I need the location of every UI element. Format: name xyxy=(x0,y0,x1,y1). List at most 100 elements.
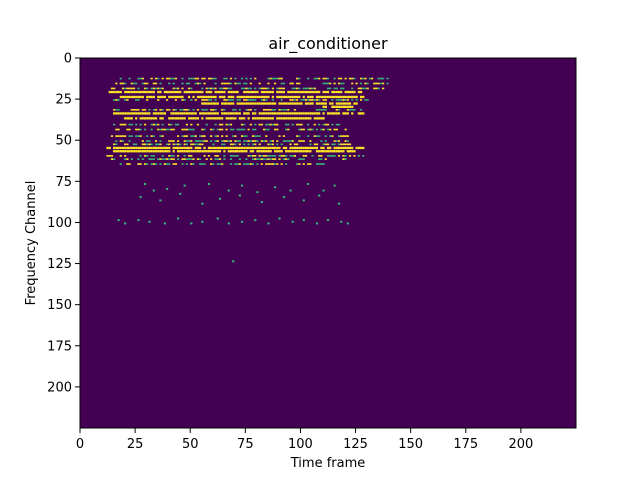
heatmap-cell xyxy=(225,82,228,85)
heatmap-cell xyxy=(311,112,314,115)
heatmap-cell xyxy=(238,150,241,153)
heatmap-cell xyxy=(267,87,270,90)
heatmap-cell xyxy=(265,150,268,153)
heatmap-cell xyxy=(333,112,336,115)
heatmap-cell xyxy=(236,90,239,94)
heatmap-cell xyxy=(117,99,120,101)
heatmap-cell xyxy=(307,117,310,120)
heatmap-cell xyxy=(203,163,206,165)
heatmap-cell xyxy=(181,117,184,120)
heatmap-cell xyxy=(229,123,233,126)
heatmap-cell xyxy=(245,140,248,142)
heatmap-cell xyxy=(108,155,111,157)
heatmap-cell xyxy=(201,143,204,146)
heatmap-cell xyxy=(119,123,122,126)
heatmap-cell xyxy=(174,163,177,165)
heatmap-cell xyxy=(170,117,173,120)
scatter-cell xyxy=(179,192,182,195)
heatmap-cell xyxy=(298,140,301,142)
heatmap-cell xyxy=(276,77,279,80)
heatmap-cell xyxy=(214,140,217,142)
heatmap-cell xyxy=(190,90,193,94)
heatmap-cell xyxy=(300,150,303,153)
heatmap-cell xyxy=(269,108,272,111)
heatmap-cell xyxy=(181,87,184,90)
heatmap-cell xyxy=(271,158,274,160)
heatmap-cell xyxy=(337,112,341,115)
heatmap-cell xyxy=(269,158,272,160)
scatter-cell xyxy=(238,194,241,197)
heatmap-cell xyxy=(287,150,290,153)
heatmap-cell xyxy=(126,158,129,160)
heatmap-cell xyxy=(236,95,239,99)
scatter-cell xyxy=(273,186,277,189)
heatmap-cell xyxy=(291,150,294,153)
heatmap-cell xyxy=(205,112,208,115)
heatmap-cell xyxy=(251,128,255,131)
scatter-cell xyxy=(267,222,270,225)
heatmap-cell xyxy=(333,140,336,142)
heatmap-cell xyxy=(137,87,140,90)
heatmap-cell xyxy=(324,108,327,111)
heatmap-cell xyxy=(205,99,208,101)
heatmap-cell xyxy=(260,146,263,150)
heatmap-cell xyxy=(379,82,383,85)
heatmap-cell xyxy=(335,140,338,142)
heatmap-cell xyxy=(322,95,325,99)
heatmap-cell xyxy=(296,123,299,126)
heatmap-cell xyxy=(291,87,294,90)
heatmap-cell xyxy=(302,158,305,160)
heatmap-cell xyxy=(348,90,352,94)
heatmap-cell xyxy=(126,87,129,90)
heatmap-cell xyxy=(161,158,164,160)
heatmap-cell xyxy=(108,146,111,150)
heatmap-cell xyxy=(342,82,345,85)
heatmap-cell xyxy=(137,128,140,131)
heatmap-cell xyxy=(285,95,288,99)
heatmap-cell xyxy=(207,87,211,90)
heatmap-cell xyxy=(207,117,211,120)
heatmap-cell xyxy=(190,163,193,165)
heatmap-cell xyxy=(190,150,193,153)
heatmap-cell xyxy=(377,87,380,90)
heatmap-cell xyxy=(205,150,208,153)
heatmap-cell xyxy=(146,150,149,153)
heatmap-cell xyxy=(315,117,319,120)
heatmap-cell xyxy=(139,155,142,157)
heatmap-cell xyxy=(205,102,208,105)
heatmap-cell xyxy=(223,99,226,101)
heatmap-cell xyxy=(188,108,191,111)
heatmap-cell xyxy=(227,146,230,150)
heatmap-cell xyxy=(335,99,338,101)
heatmap-cell xyxy=(210,135,213,137)
heatmap-cell xyxy=(192,77,195,80)
heatmap-cell xyxy=(214,108,217,111)
heatmap-cell xyxy=(135,150,138,153)
heatmap-cell xyxy=(201,128,204,131)
heatmap-cell xyxy=(282,95,286,99)
heatmap-cell xyxy=(340,99,343,101)
scatter-cell xyxy=(165,187,169,190)
heatmap-cell xyxy=(247,102,250,105)
heatmap-cell xyxy=(260,155,263,157)
heatmap-cell xyxy=(273,150,277,153)
heatmap-cell xyxy=(335,105,338,108)
heatmap-cell xyxy=(309,87,312,90)
scatter-cell xyxy=(216,217,219,220)
heatmap-cell xyxy=(249,102,252,105)
plot-area xyxy=(79,57,577,429)
heatmap-cell xyxy=(280,163,283,165)
heatmap-cell xyxy=(199,140,202,142)
heatmap-cell xyxy=(216,140,219,142)
heatmap-cell xyxy=(190,77,193,80)
heatmap-cell xyxy=(256,102,259,105)
heatmap-cell xyxy=(157,99,160,101)
y-tick-label: 50 xyxy=(55,134,72,149)
heatmap-cell xyxy=(249,77,252,80)
x-axis: 0 25 50 75 100 125 150 175 200 xyxy=(76,428,533,452)
heatmap-cell xyxy=(154,117,158,120)
heatmap-cell xyxy=(278,108,281,111)
heatmap-cell xyxy=(223,90,226,94)
heatmap-cell xyxy=(329,102,332,105)
heatmap-cell xyxy=(267,95,270,99)
